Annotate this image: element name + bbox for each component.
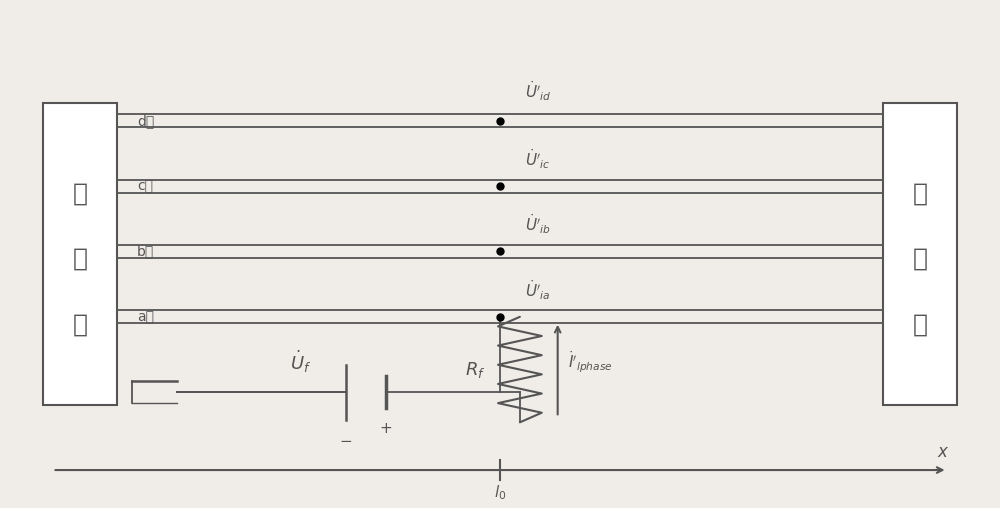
Text: 侧: 侧: [72, 312, 87, 336]
Text: 变: 变: [913, 247, 928, 271]
Bar: [43, 103, 117, 405]
Text: x: x: [938, 443, 947, 461]
Text: 侧: 侧: [913, 312, 928, 336]
Text: $\dot{U}'_{ib}$: $\dot{U}'_{ib}$: [525, 213, 551, 236]
Text: 流: 流: [72, 247, 87, 271]
Text: $\dot{U}'_{ia}$: $\dot{U}'_{ia}$: [525, 278, 551, 302]
Text: b线: b线: [137, 244, 154, 259]
Text: $+$: $+$: [379, 421, 392, 436]
Text: c线: c线: [137, 179, 153, 193]
Text: $\dot{U}_f$: $\dot{U}_f$: [290, 349, 312, 375]
Bar: [883, 103, 957, 405]
Text: $-$: $-$: [339, 432, 352, 448]
Text: a线: a线: [137, 310, 154, 324]
Text: 逆: 逆: [913, 182, 928, 206]
Text: $\dot{I}'_{lphase}$: $\dot{I}'_{lphase}$: [568, 350, 612, 375]
Text: 整: 整: [72, 182, 87, 206]
Text: $l_0$: $l_0$: [494, 483, 506, 502]
Text: $R_f$: $R_f$: [465, 360, 485, 379]
Text: d线: d线: [137, 114, 154, 128]
Text: $\dot{U}'_{id}$: $\dot{U}'_{id}$: [525, 80, 551, 103]
Text: $\dot{U}'_{ic}$: $\dot{U}'_{ic}$: [525, 147, 550, 171]
